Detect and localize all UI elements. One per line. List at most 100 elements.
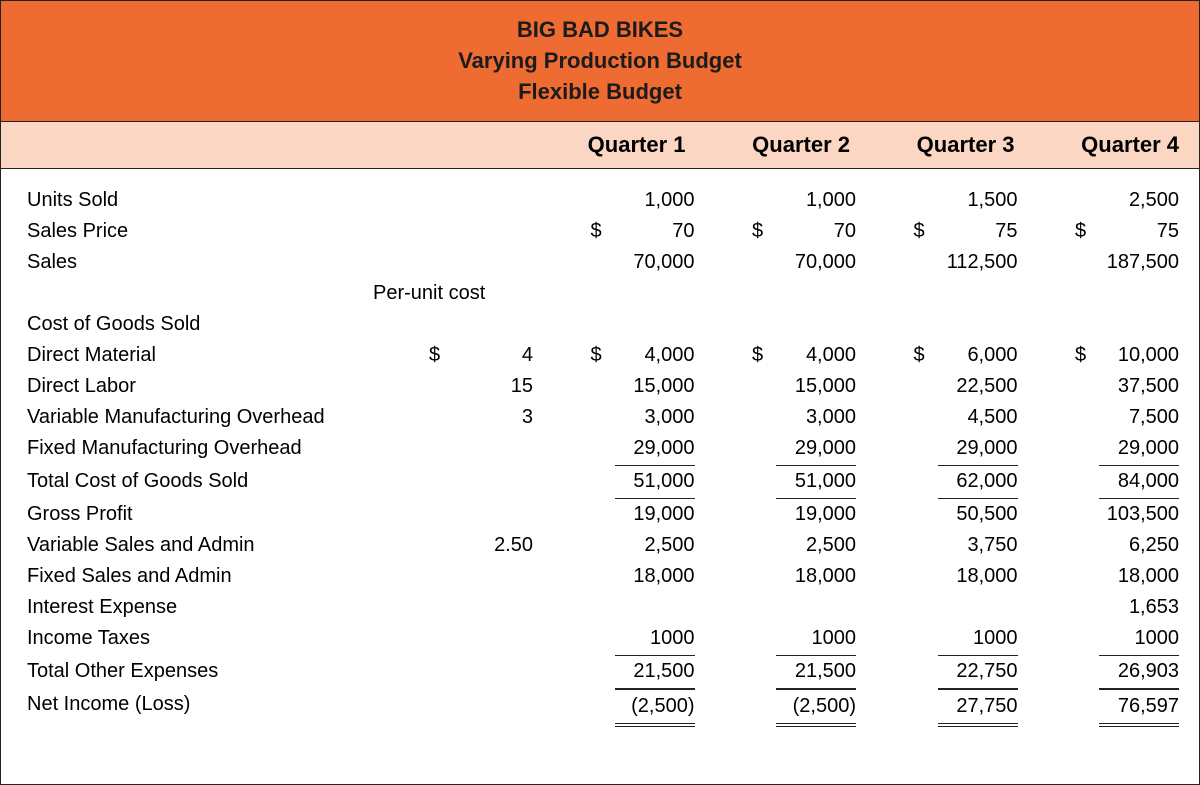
quarter-cell: 62,000 [856, 466, 1018, 499]
table-row: Variable Sales and Admin2.502,5002,5003,… [21, 530, 1179, 561]
quarter-cell: 1,000 [695, 185, 857, 216]
quarter-cell [856, 309, 1018, 340]
row-label: Direct Labor [21, 371, 367, 402]
per-unit-cell [367, 561, 533, 592]
quarter-cell [695, 278, 857, 309]
row-label: Total Other Expenses [21, 656, 367, 689]
per-unit-cell: 15 [367, 371, 533, 402]
quarter-cell: 29,000 [695, 433, 857, 466]
table-row: Total Cost of Goods Sold51,00051,00062,0… [21, 466, 1179, 499]
quarter-cell: $75 [856, 216, 1018, 247]
quarter-cell [695, 592, 857, 623]
row-label: Variable Manufacturing Overhead [21, 402, 367, 433]
quarter-cell: $4,000 [695, 340, 857, 371]
title-line-1: BIG BAD BIKES [1, 15, 1199, 46]
table-row: Variable Manufacturing Overhead33,0003,0… [21, 402, 1179, 433]
quarter-cell: 18,000 [533, 561, 695, 592]
quarter-cell [1018, 309, 1180, 340]
row-label: Cost of Goods Sold [21, 309, 367, 340]
col-header-q3: Quarter 3 [850, 132, 1015, 158]
quarter-cell [533, 309, 695, 340]
per-unit-cell [367, 309, 533, 340]
quarter-cell: 1,653 [1018, 592, 1180, 623]
per-unit-cell [367, 247, 533, 278]
per-unit-cell [367, 433, 533, 466]
table-row: Income Taxes1000100010001000 [21, 623, 1179, 656]
quarter-cell: 84,000 [1018, 466, 1180, 499]
quarter-cell: 2,500 [695, 530, 857, 561]
table-row: Cost of Goods Sold [21, 309, 1179, 340]
quarter-cell: 103,500 [1018, 499, 1180, 530]
quarter-cell [856, 278, 1018, 309]
budget-table: BIG BAD BIKES Varying Production Budget … [0, 0, 1200, 785]
title-line-2: Varying Production Budget [1, 46, 1199, 77]
quarter-cell: 51,000 [695, 466, 857, 499]
table-row: Sales70,00070,000112,500187,500 [21, 247, 1179, 278]
table-row: Gross Profit19,00019,00050,500103,500 [21, 499, 1179, 530]
quarter-cell: 1000 [1018, 623, 1180, 656]
table-row: Total Other Expenses21,50021,50022,75026… [21, 656, 1179, 689]
quarter-cell: 51,000 [533, 466, 695, 499]
quarter-cell: 18,000 [695, 561, 857, 592]
title-line-3: Flexible Budget [1, 77, 1199, 108]
quarter-cell: 112,500 [856, 247, 1018, 278]
per-unit-cell: 3 [367, 402, 533, 433]
col-header-q1: Quarter 1 [521, 132, 686, 158]
quarter-cell: 21,500 [533, 656, 695, 689]
quarter-cell: $4,000 [533, 340, 695, 371]
quarter-cell [1018, 278, 1180, 309]
row-label: Sales [21, 247, 367, 278]
quarter-cell: $6,000 [856, 340, 1018, 371]
per-unit-cell [367, 499, 533, 530]
table-row: Sales Price$70$70$75$75 [21, 216, 1179, 247]
quarter-cell: $75 [1018, 216, 1180, 247]
quarter-cell: 26,903 [1018, 656, 1180, 689]
quarter-cell: 1000 [533, 623, 695, 656]
row-label: Fixed Sales and Admin [21, 561, 367, 592]
per-unit-cell [367, 216, 533, 247]
row-label: Sales Price [21, 216, 367, 247]
per-unit-cell: 2.50 [367, 530, 533, 561]
table-row: Direct Labor1515,00015,00022,50037,500 [21, 371, 1179, 402]
quarter-cell: 15,000 [695, 371, 857, 402]
per-unit-cell [367, 466, 533, 499]
quarter-cell: 19,000 [533, 499, 695, 530]
quarter-cell: 1000 [695, 623, 857, 656]
table-row: Units Sold1,0001,0001,5002,500 [21, 185, 1179, 216]
row-label: Direct Material [21, 340, 367, 371]
quarter-cell: 22,750 [856, 656, 1018, 689]
col-header-q4: Quarter 4 [1015, 132, 1180, 158]
quarter-cell: 22,500 [856, 371, 1018, 402]
row-label: Income Taxes [21, 623, 367, 656]
table-body: Units Sold1,0001,0001,5002,500Sales Pric… [1, 169, 1199, 784]
column-headers: Quarter 1 Quarter 2 Quarter 3 Quarter 4 [1, 121, 1199, 169]
quarter-cell: $70 [695, 216, 857, 247]
quarter-cell: (2,500) [695, 689, 857, 727]
quarter-cell: 3,000 [533, 402, 695, 433]
quarter-cell: 19,000 [695, 499, 857, 530]
quarter-cell: $70 [533, 216, 695, 247]
quarter-cell: 1000 [856, 623, 1018, 656]
quarter-cell: 76,597 [1018, 689, 1180, 727]
per-unit-cell [367, 185, 533, 216]
per-unit-cell: Per-unit cost [367, 278, 533, 309]
quarter-cell: 2,500 [533, 530, 695, 561]
quarter-cell: 3,750 [856, 530, 1018, 561]
quarter-cell: 18,000 [856, 561, 1018, 592]
row-label [21, 278, 367, 309]
row-label: Fixed Manufacturing Overhead [21, 433, 367, 466]
table-row: Net Income (Loss)(2,500)(2,500)27,75076,… [21, 689, 1179, 727]
per-unit-cell [367, 689, 533, 727]
row-label: Gross Profit [21, 499, 367, 530]
quarter-cell: 29,000 [1018, 433, 1180, 466]
table-row: Direct Material$4$4,000$4,000$6,000$10,0… [21, 340, 1179, 371]
quarter-cell: (2,500) [533, 689, 695, 727]
quarter-cell [856, 592, 1018, 623]
quarter-cell: 7,500 [1018, 402, 1180, 433]
quarter-cell: 2,500 [1018, 185, 1180, 216]
quarter-cell: 6,250 [1018, 530, 1180, 561]
quarter-cell: 70,000 [695, 247, 857, 278]
quarter-cell: 70,000 [533, 247, 695, 278]
row-label: Variable Sales and Admin [21, 530, 367, 561]
quarter-cell: 21,500 [695, 656, 857, 689]
